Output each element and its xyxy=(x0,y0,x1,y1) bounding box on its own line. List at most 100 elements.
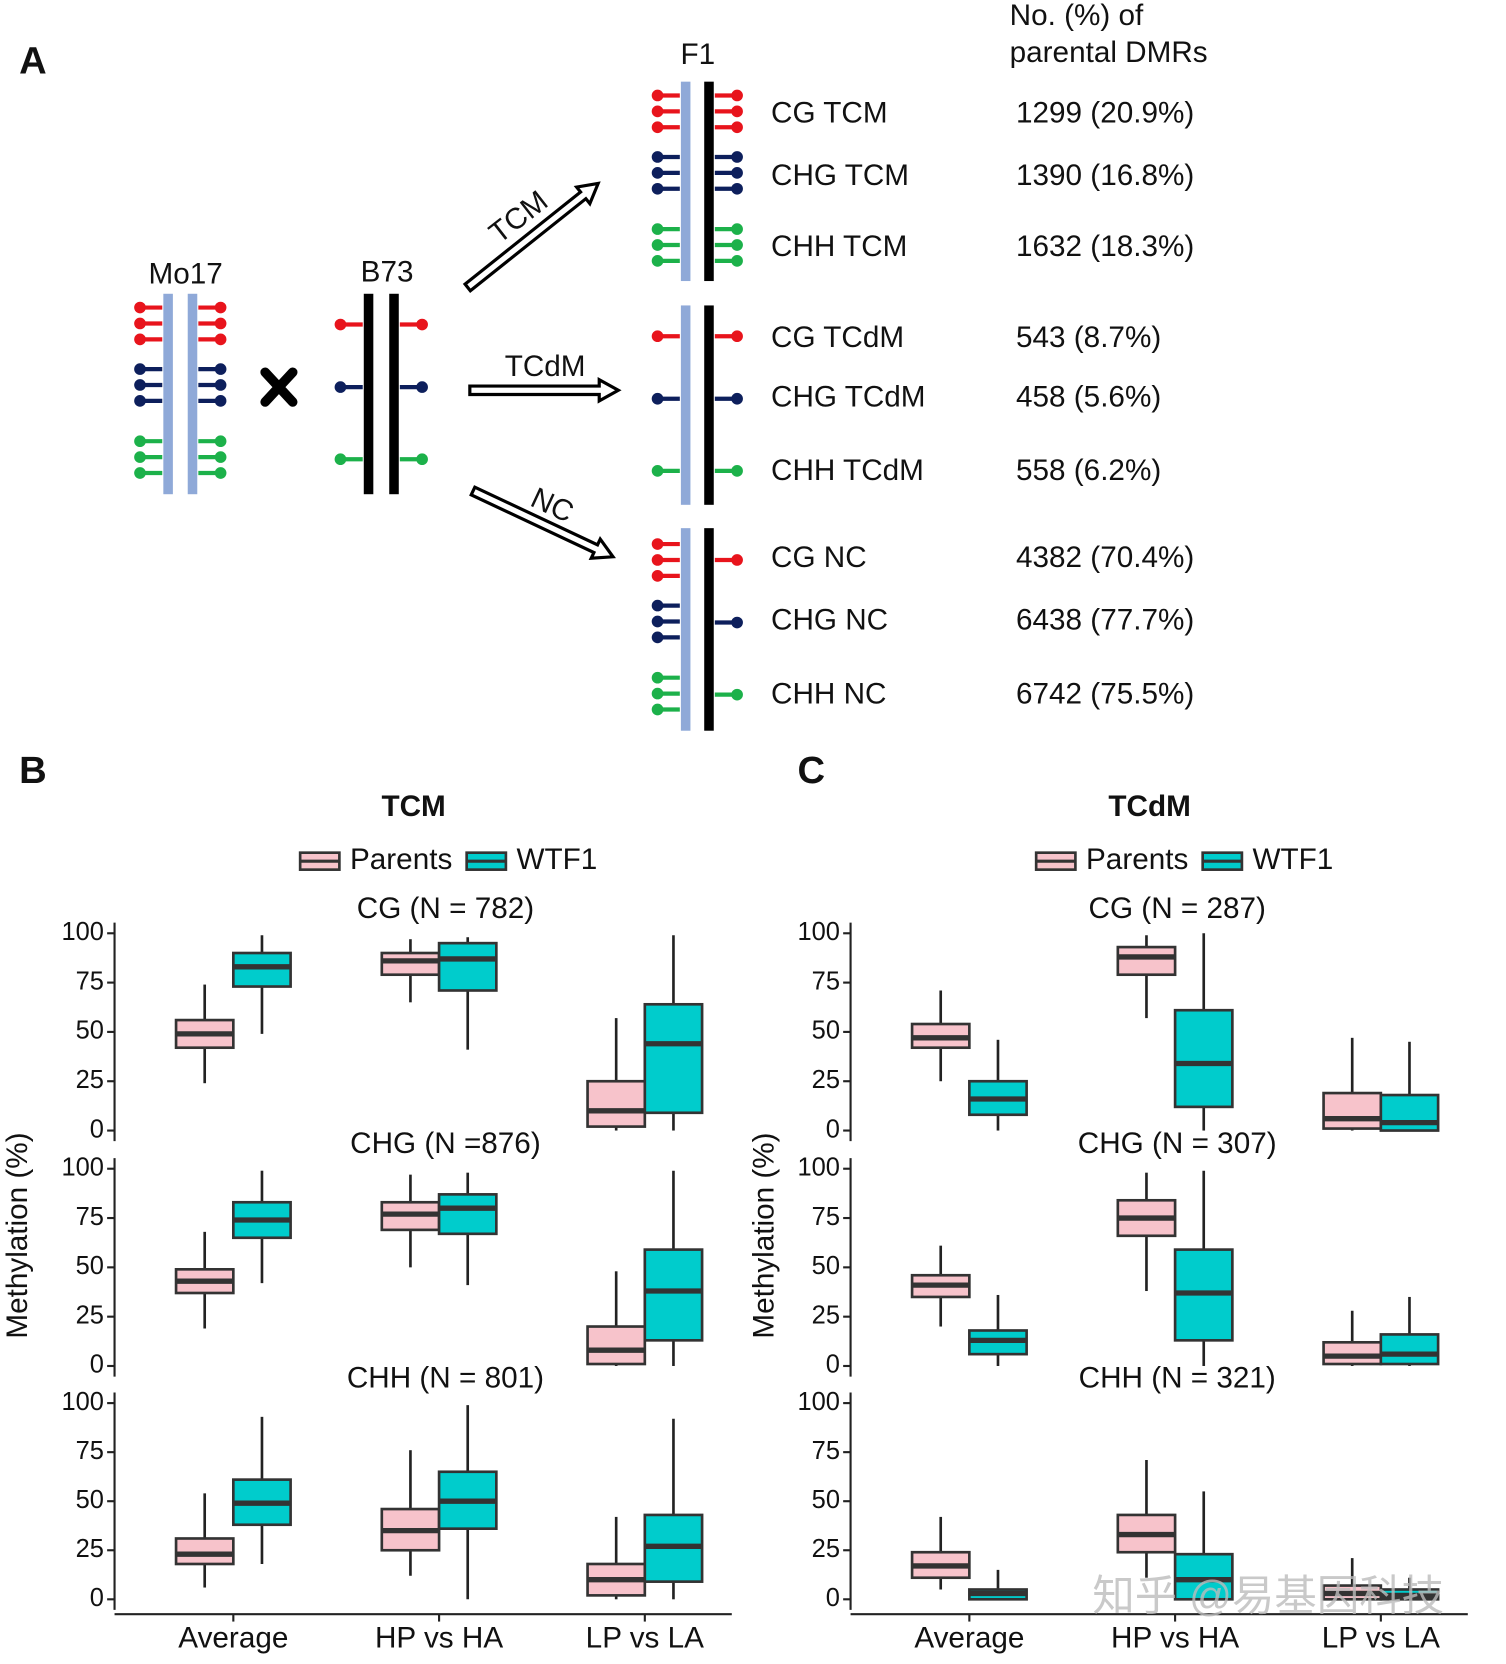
y-tick-label: 100 xyxy=(61,918,103,946)
row-label: CHH TCdM xyxy=(771,454,924,487)
methyl-dot xyxy=(134,301,146,314)
methyl-dot xyxy=(651,151,664,163)
x-tick-label: Average xyxy=(914,1621,1024,1654)
y-tick-label: 0 xyxy=(90,1584,104,1612)
methyl-dot xyxy=(416,453,428,466)
methyl-dot xyxy=(651,330,664,343)
methyl-dot xyxy=(651,671,664,684)
methyl-dot xyxy=(334,318,347,331)
row-label: CG NC xyxy=(771,541,867,574)
methyl-dot xyxy=(731,105,743,118)
methyl-dot xyxy=(651,687,664,700)
methyl-dot xyxy=(416,381,428,393)
y-tick-label: 50 xyxy=(76,1486,104,1514)
chromosome xyxy=(363,293,374,495)
y-tick-label: 100 xyxy=(798,918,840,946)
panel-label: C xyxy=(798,749,826,792)
box xyxy=(586,1325,647,1366)
watermark: 知乎 @易基因科技 xyxy=(1092,1573,1444,1620)
legend-label: Parents xyxy=(350,843,452,876)
chromosome xyxy=(704,528,714,731)
y-tick-label: 25 xyxy=(812,1535,840,1563)
y-tick-label: 50 xyxy=(812,1486,840,1514)
methyl-dot xyxy=(731,255,743,267)
box xyxy=(586,1079,647,1128)
legend-label: WTF1 xyxy=(1253,843,1334,876)
x-tick-label: LP vs LA xyxy=(1322,1621,1440,1654)
methyl-dot xyxy=(214,317,227,330)
methyl-dot xyxy=(214,333,227,346)
methyl-dot xyxy=(134,395,146,407)
box-panel: C TCdM Methylation (%) Parents WTF1 CG (N = 2… xyxy=(748,749,1468,1654)
methyl-dot xyxy=(651,182,664,195)
chromosome xyxy=(187,293,198,495)
cross xyxy=(260,367,298,407)
box-panel: B TCM Methylation (%) Parents WTF1 CG (N = 78… xyxy=(1,749,732,1654)
y-tick-label: 50 xyxy=(812,1252,840,1280)
row-value: 4382 (70.4%) xyxy=(1016,541,1194,574)
methyl-dot xyxy=(134,333,146,346)
row-value: 1632 (18.3%) xyxy=(1016,230,1194,263)
methyl-dot xyxy=(731,239,743,251)
y-tick-label: 100 xyxy=(61,1153,103,1181)
methyl-dot xyxy=(651,167,664,179)
column-header: parental DMRs xyxy=(1010,36,1208,69)
box xyxy=(1322,1091,1383,1130)
methyl-dot xyxy=(214,395,227,407)
methyl-dot xyxy=(651,538,664,550)
arrow-shape xyxy=(462,181,601,293)
y-tick-label: 50 xyxy=(76,1252,104,1280)
methyl-dot xyxy=(651,105,664,118)
methyl-dot xyxy=(334,453,347,466)
facet-title: CG (N = 782) xyxy=(357,892,534,925)
methyl-dot xyxy=(651,239,664,251)
chromosome xyxy=(389,293,399,495)
y-tick-label: 25 xyxy=(76,1066,104,1094)
chromosome xyxy=(680,81,691,282)
methyl-dot xyxy=(731,554,743,566)
methyl-dot xyxy=(651,631,664,644)
y-tick-label: 0 xyxy=(826,1115,840,1143)
methyl-dot xyxy=(731,330,743,343)
y-tick-label: 100 xyxy=(798,1153,840,1181)
y-tick-label: 25 xyxy=(812,1066,840,1094)
column-header: No. (%) of xyxy=(1010,0,1144,32)
methyl-dot xyxy=(731,392,743,405)
methyl-dot xyxy=(214,435,227,448)
row-value: 6438 (77.7%) xyxy=(1016,603,1194,636)
methyl-dot xyxy=(731,151,743,163)
y-tick-label: 0 xyxy=(90,1115,104,1143)
arrow xyxy=(468,376,622,404)
row-value: 458 (5.6%) xyxy=(1016,381,1161,414)
y-tick-label: 50 xyxy=(812,1017,840,1045)
chromosome xyxy=(704,305,714,505)
x-tick-label: LP vs LA xyxy=(586,1621,704,1654)
legend-label: Parents xyxy=(1086,843,1188,876)
methyl-dot xyxy=(731,89,743,102)
methyl-dot xyxy=(334,381,347,393)
y-tick-label: 25 xyxy=(812,1301,840,1329)
box xyxy=(1173,1552,1234,1601)
methyl-dot xyxy=(134,451,146,463)
methyl-dot xyxy=(651,615,664,628)
legend-label: WTF1 xyxy=(516,843,597,876)
y-tick-label: 75 xyxy=(76,1437,104,1465)
methyl-dot xyxy=(651,599,664,612)
facet-title: CG (N = 287) xyxy=(1089,892,1266,925)
y-axis-label: Methylation (%) xyxy=(1,1132,34,1338)
methyl-dot xyxy=(214,363,227,375)
row-value: 558 (6.2%) xyxy=(1016,454,1161,487)
methyl-dot xyxy=(651,554,664,566)
panel-a: A Mo17 B73 F1 No. (%) of parental DMRs T… xyxy=(19,0,1208,731)
row-label: CHG TCdM xyxy=(771,381,926,414)
arrow xyxy=(469,485,616,561)
row-value: 1390 (16.8%) xyxy=(1016,159,1194,192)
chromosome xyxy=(680,305,691,505)
arrow-shape xyxy=(469,485,616,561)
methyl-dot xyxy=(214,467,227,479)
facet-title: CHG (N = 307) xyxy=(1078,1127,1277,1160)
panels-bc: B TCM Methylation (%) Parents WTF1 CG (N = 78… xyxy=(1,749,1468,1654)
methyl-dot xyxy=(134,435,146,448)
methyl-dot xyxy=(214,301,227,314)
